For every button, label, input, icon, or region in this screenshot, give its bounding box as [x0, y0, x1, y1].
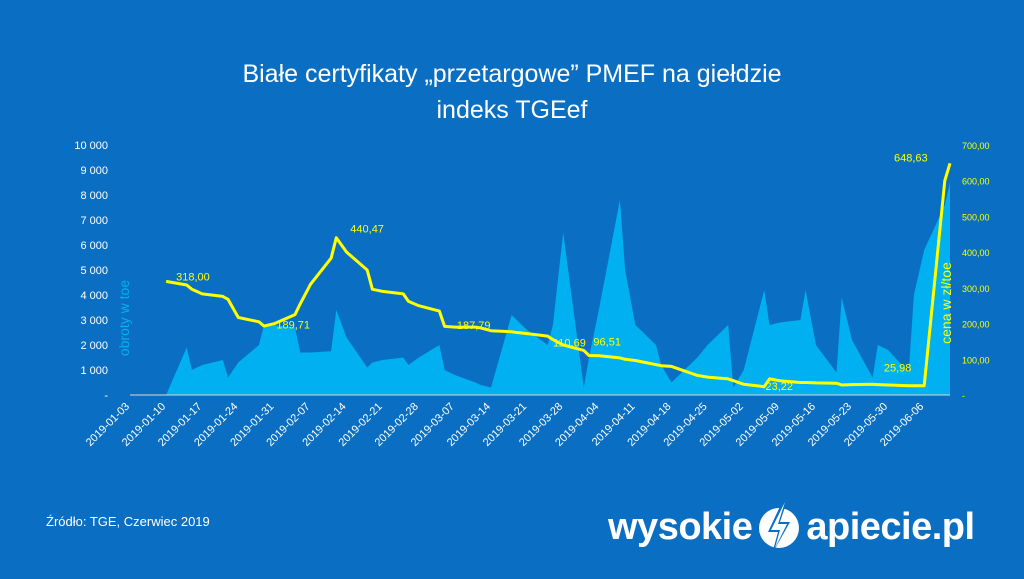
y-left-tick-label: 3 000	[80, 315, 108, 327]
y-left-tick-label: 1 000	[80, 365, 108, 377]
price-data-label: 189,71	[276, 320, 310, 332]
y-right-tick-label: 300,00	[962, 284, 990, 294]
site-logo[interactable]: wysokie apiecie.pl	[608, 492, 975, 562]
y-left-tick-label: 5 000	[80, 265, 108, 277]
area-layer	[130, 182, 950, 395]
y-right-tick-label: 500,00	[962, 212, 990, 222]
price-data-label: 96,51	[593, 337, 621, 349]
chart-title-line1: Białe certyfikaty „przetargowe” PMEF na …	[242, 60, 782, 88]
logo-text-right: apiecie.pl	[806, 505, 975, 548]
y-right-tick-label: 400,00	[962, 248, 990, 258]
y-left-tick-label: 7 000	[80, 215, 108, 227]
price-data-label: 187,79	[457, 320, 491, 332]
y-right-tick-label: 100,00	[962, 355, 990, 365]
y-right-tick-label: -	[962, 391, 965, 401]
price-data-label: 648,63	[894, 152, 928, 164]
y-left-axis-title: obroty w toe	[116, 280, 132, 356]
logo-text-left: wysokie	[608, 505, 753, 548]
y-right-tick-label: 700,00	[962, 141, 990, 151]
price-data-label: 25,98	[884, 363, 912, 375]
y-left-tick-label: 4 000	[80, 290, 108, 302]
price-data-label: 318,00	[176, 271, 210, 283]
price-line	[165, 162, 952, 389]
y-right-tick-label: 200,00	[962, 320, 990, 330]
y-left-tick-label: 10 000	[74, 140, 108, 152]
y-left-tick-label: 6 000	[80, 240, 108, 252]
label-layer: 318,00 189,71 440,47 187,79 110,69 96,51 23,22…	[176, 152, 928, 393]
y-right-axis-title: cena w zł/toe	[938, 262, 954, 344]
price-data-label: 440,47	[350, 224, 384, 236]
price-data-label: 23,22	[765, 381, 793, 393]
y-left-tick-label: 8 000	[80, 190, 108, 202]
chart-title-line2: indeks TGEef	[436, 96, 588, 124]
lightning-logo-icon	[754, 498, 804, 554]
y-left-tick-label: 2 000	[80, 340, 108, 352]
y-right-tick-label: 600,00	[962, 177, 990, 187]
y-left-tick-label: 9 000	[80, 165, 108, 177]
line-layer	[165, 162, 952, 389]
source-note: Źródło: TGE, Czerwiec 2019	[46, 514, 210, 529]
volume-area	[130, 182, 950, 395]
price-data-label: 110,69	[553, 337, 586, 349]
y-left-tick-label: -	[104, 390, 108, 402]
